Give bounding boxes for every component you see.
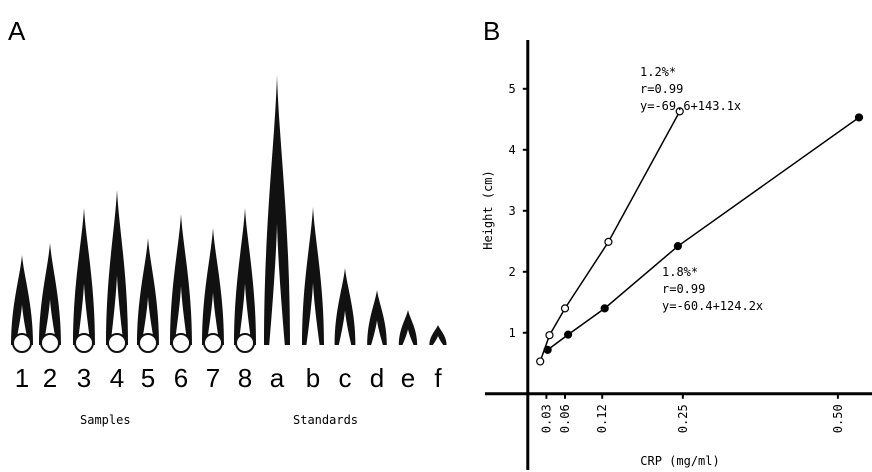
lane-label: 4 — [110, 363, 124, 393]
point — [546, 332, 553, 339]
panel-label: B — [483, 16, 500, 46]
annotation: r=0.99 — [662, 282, 705, 296]
y-tick-label: 4 — [509, 143, 516, 157]
well — [204, 334, 222, 352]
point — [565, 331, 572, 338]
lane-label: 1 — [15, 363, 29, 393]
point — [601, 305, 608, 312]
lane-label: 6 — [174, 363, 188, 393]
series-line — [548, 117, 859, 349]
annotation: r=0.99 — [640, 82, 683, 96]
x-axis-label: CRP (mg/ml) — [640, 454, 719, 468]
annotation: y=-60.4+124.2x — [662, 299, 763, 313]
well — [139, 334, 157, 352]
lane-label: 5 — [141, 363, 155, 393]
lane-label: 7 — [206, 363, 220, 393]
group-label: Samples — [80, 413, 131, 427]
lane-label: b — [306, 363, 320, 393]
well — [172, 334, 190, 352]
x-tick-label: 0.06 — [558, 404, 572, 433]
annotation: 1.2%* — [640, 65, 676, 79]
y-axis-label: Height (cm) — [481, 170, 495, 249]
lane-label: c — [339, 363, 352, 393]
lane-label: e — [401, 363, 415, 393]
y-tick-label: 5 — [509, 82, 516, 96]
group-label: Standards — [293, 413, 358, 427]
lane-label: 8 — [238, 363, 252, 393]
annotation: 1.8%* — [662, 265, 698, 279]
point — [674, 243, 681, 250]
well — [108, 334, 126, 352]
lane-label: f — [434, 363, 442, 393]
panel-label: A — [8, 16, 26, 46]
lane-label: 3 — [77, 363, 91, 393]
x-tick-label: 0.50 — [831, 404, 845, 433]
x-tick-label: 0.25 — [676, 404, 690, 433]
series-line — [540, 111, 680, 361]
lane-label: a — [270, 363, 285, 393]
point — [562, 305, 569, 312]
x-tick-label: 0.03 — [539, 404, 553, 433]
point — [544, 346, 551, 353]
point — [855, 114, 862, 121]
well — [75, 334, 93, 352]
well — [41, 334, 59, 352]
y-tick-label: 3 — [509, 204, 516, 218]
y-tick-label: 2 — [509, 265, 516, 279]
point — [537, 358, 544, 365]
lane-label: 2 — [43, 363, 57, 393]
annotation: y=-69.6+143.1x — [640, 99, 741, 113]
point — [605, 238, 612, 245]
lane-label: d — [370, 363, 384, 393]
well — [13, 334, 31, 352]
figure: A B Samples Standards CRP (mg/ml) Height… — [0, 0, 872, 472]
y-tick-label: 1 — [509, 326, 516, 340]
x-tick-label: 0.12 — [595, 404, 609, 433]
well — [236, 334, 254, 352]
